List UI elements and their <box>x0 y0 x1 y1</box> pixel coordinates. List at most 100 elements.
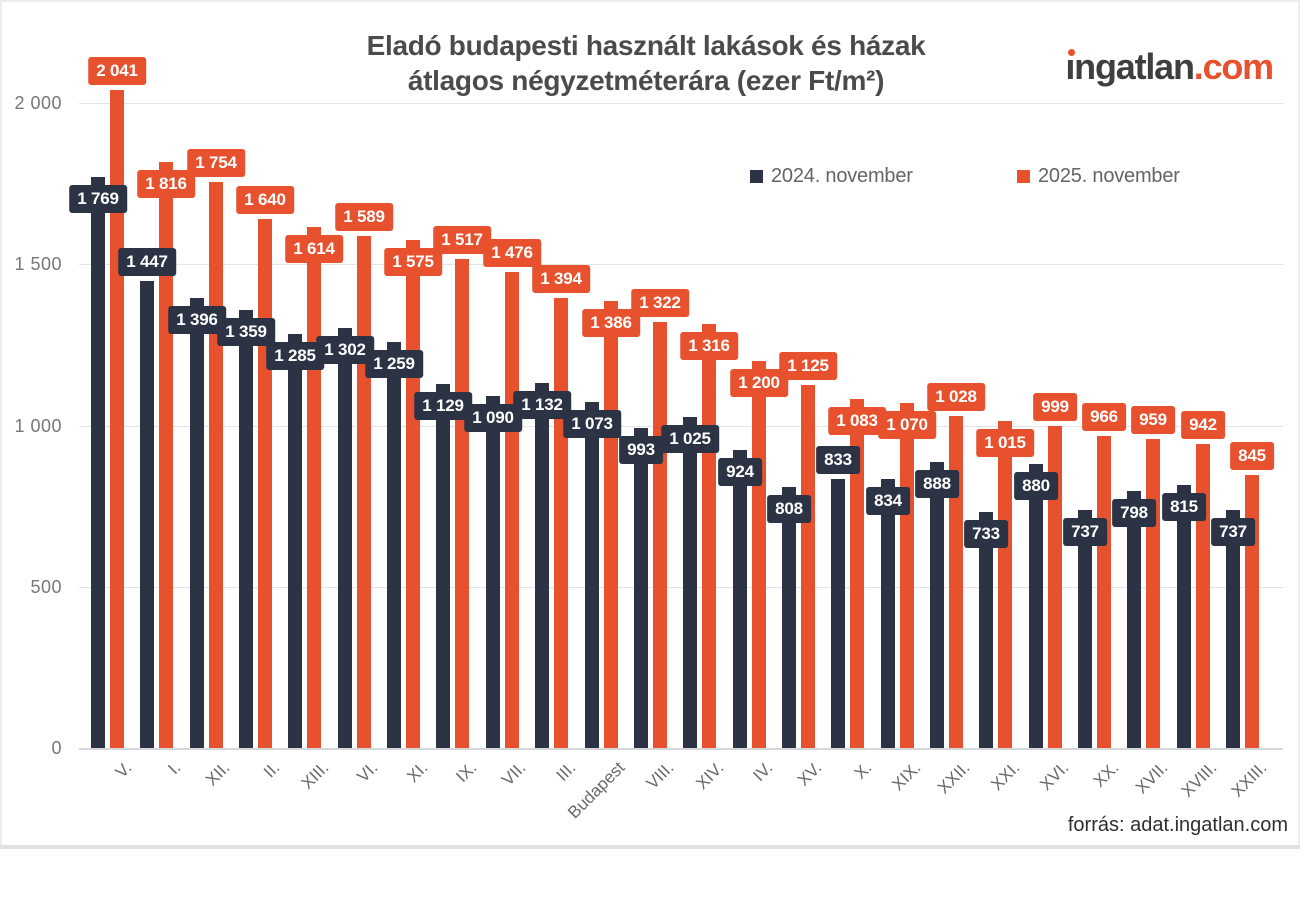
y-tick-label-2000: 2 000 <box>14 93 62 113</box>
value-label-2024-V: 1 769 <box>69 185 127 213</box>
value-label-2024-I: 1 447 <box>118 248 176 276</box>
bar-2025-X <box>850 399 864 748</box>
bar-2025-XX <box>1097 436 1111 748</box>
value-label-2025-XIX: 1 070 <box>878 411 936 439</box>
value-label-2024-XX: 737 <box>1063 518 1107 546</box>
value-label-2024-Budapest: 1 073 <box>563 410 621 438</box>
value-label-2025-XX: 966 <box>1082 403 1126 431</box>
value-label-2024-XVIII: 815 <box>1162 493 1206 521</box>
value-label-2024-IV: 924 <box>718 458 762 486</box>
bar-2025-XII <box>209 182 223 748</box>
bar-2025-VII <box>505 272 519 748</box>
bar-2025-XXII <box>949 416 963 748</box>
gridline-1500 <box>79 264 1283 265</box>
value-label-2025-XXII: 1 028 <box>927 383 985 411</box>
gridline-2000 <box>79 103 1283 104</box>
bar-2024-XIII <box>288 334 302 748</box>
value-label-2024-III: 1 132 <box>513 391 571 419</box>
bar-2025-XVIII <box>1196 444 1210 748</box>
bar-2024-XX <box>1078 510 1092 748</box>
bar-2024-XXIII <box>1226 510 1240 748</box>
bar-2025-XVII <box>1146 439 1160 748</box>
value-label-2025-XVI: 999 <box>1033 393 1077 421</box>
bar-2024-Budapest <box>585 402 599 748</box>
bar-2024-III <box>535 383 549 748</box>
bar-2024-VI <box>338 328 352 748</box>
bar-2025-Budapest <box>604 301 618 748</box>
legend: 2024. november 2025. november <box>0 165 1300 191</box>
bottom-border-strip <box>0 845 1300 849</box>
legend-label-2025: 2025. november <box>1038 165 1180 187</box>
value-label-2025-I: 1 816 <box>137 170 195 198</box>
x-axis-line <box>79 748 1283 750</box>
bar-2024-XI <box>387 342 401 748</box>
value-label-2025-XV: 1 125 <box>779 352 837 380</box>
bar-2025-XXIII <box>1245 475 1259 748</box>
legend-swatch-2025-icon <box>1017 170 1030 183</box>
value-label-2024-XIX: 834 <box>866 487 910 515</box>
value-label-2024-XV: 808 <box>767 495 811 523</box>
value-label-2024-VII: 1 090 <box>464 404 522 432</box>
value-label-2025-IX: 1 517 <box>433 226 491 254</box>
value-label-2024-XXII: 888 <box>915 470 959 498</box>
legend-swatch-2024-icon <box>750 170 763 183</box>
value-label-2025-XI: 1 575 <box>384 248 442 276</box>
y-tick-label-500: 500 <box>30 577 62 597</box>
bar-2024-XXI <box>979 512 993 748</box>
value-label-2024-XIV: 1 025 <box>661 425 719 453</box>
chart-title-line1: Eladó budapesti használt lakások és háza… <box>366 30 926 61</box>
bar-2025-XIX <box>900 403 914 748</box>
bar-2025-VI <box>357 236 371 748</box>
legend-label-2024: 2024. november <box>771 165 913 187</box>
bar-2024-VII <box>486 396 500 748</box>
value-label-2025-XIV: 1 316 <box>680 332 738 360</box>
value-label-2024-VIII: 993 <box>619 436 663 464</box>
bar-2025-XIII <box>307 227 321 748</box>
bar-2025-VIII <box>653 322 667 748</box>
ingatlan-logo: ıngatlan.com <box>1065 46 1274 88</box>
legend-item-2025: 2025. november <box>1017 165 1180 188</box>
bar-2025-XV <box>801 385 815 748</box>
value-label-2025-II: 1 640 <box>236 186 294 214</box>
value-label-2025-XVII: 959 <box>1131 406 1175 434</box>
value-label-2024-XIII: 1 285 <box>266 342 324 370</box>
value-label-2025-X: 1 083 <box>828 407 886 435</box>
value-label-2025-XIII: 1 614 <box>285 235 343 263</box>
value-label-2024-XII: 1 396 <box>168 306 226 334</box>
bar-2024-XVIII <box>1177 485 1191 748</box>
value-label-2024-II: 1 359 <box>217 318 275 346</box>
bar-2025-XIV <box>702 324 716 748</box>
bar-2024-X <box>831 479 845 748</box>
value-label-2024-VI: 1 302 <box>316 336 374 364</box>
bar-2025-II <box>258 219 272 748</box>
value-label-2025-IV: 1 200 <box>730 369 788 397</box>
bar-2024-IV <box>733 450 747 748</box>
bar-2025-XXI <box>998 421 1012 748</box>
source-note: forrás: adat.ingatlan.com <box>1067 814 1288 836</box>
value-label-2024-XXIII: 737 <box>1211 518 1255 546</box>
y-tick-label-1000: 1 000 <box>14 416 62 436</box>
bar-2024-II <box>239 310 253 748</box>
value-label-2025-VII: 1 476 <box>483 239 541 267</box>
value-label-2024-XI: 1 259 <box>365 350 423 378</box>
bar-2025-III <box>554 298 568 748</box>
value-label-2025-VIII: 1 322 <box>631 289 689 317</box>
value-label-2025-XII: 1 754 <box>187 149 245 177</box>
logo-text-main: ıngatlan <box>1065 46 1195 87</box>
bar-chart-plot-area: 0 500 1 000 1 500 2 000 V. I. XII. II. XIII. VI. XI… <box>14 57 1283 822</box>
bar-2024-XXII <box>930 462 944 748</box>
value-label-2025-XXIII: 845 <box>1230 442 1274 470</box>
value-label-2024-XXI: 733 <box>964 520 1008 548</box>
value-label-2024-IX: 1 129 <box>414 392 472 420</box>
value-label-2024-XVI: 880 <box>1014 472 1058 500</box>
bar-2025-IX <box>455 259 469 748</box>
bar-2024-VIII <box>634 428 648 748</box>
gridline-500 <box>79 587 1283 588</box>
chart-title-line2: átlagos négyzetméterára (ezer Ft/m²) <box>407 65 885 96</box>
bar-2024-XVII <box>1127 491 1141 748</box>
bar-2024-XVI <box>1029 464 1043 748</box>
bar-2024-I <box>140 281 154 748</box>
bar-2024-XV <box>782 487 796 748</box>
bar-2025-XI <box>406 240 420 748</box>
value-label-2025-III: 1 394 <box>532 265 590 293</box>
